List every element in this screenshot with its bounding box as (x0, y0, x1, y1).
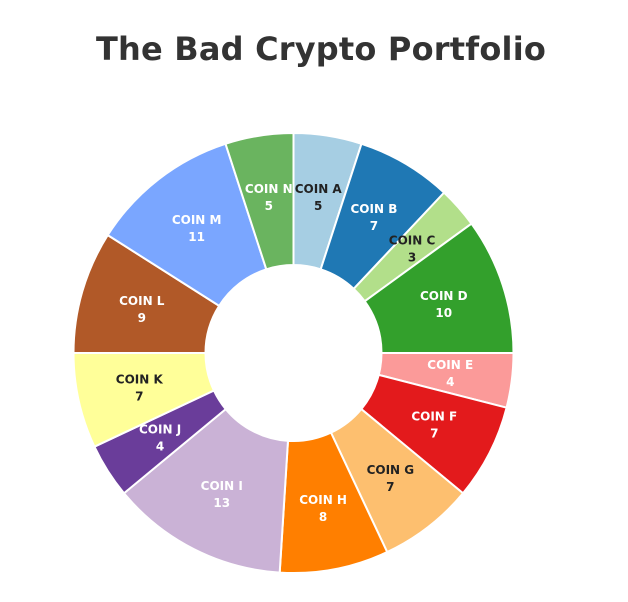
slice-label-coin-c: COIN C 3 (389, 234, 436, 265)
slice-name-coin-k: COIN K (116, 372, 164, 386)
slice-name-coin-j: COIN J (139, 423, 181, 437)
slice-name-coin-m: COIN M (172, 213, 222, 227)
slice-coin-n[interactable] (224, 131, 295, 271)
slice-name-coin-d: COIN D (420, 289, 468, 303)
slice-value-coin-m: 11 (188, 230, 205, 244)
slice-label-coin-f: COIN F 7 (411, 410, 457, 441)
chart-title: The Bad Crypto Portfolio (96, 30, 547, 68)
slices-layer (72, 131, 515, 574)
slice-label-coin-k: COIN K 7 (116, 372, 164, 403)
slice-value-coin-k: 7 (135, 389, 143, 403)
slice-label-coin-a: COIN A 5 (295, 182, 343, 213)
slice-value-coin-a: 5 (314, 199, 322, 213)
slice-label-coin-e: COIN E 4 (427, 358, 473, 389)
slice-name-coin-e: COIN E (427, 358, 473, 372)
slice-value-coin-f: 7 (430, 427, 438, 441)
slice-label-coin-b: COIN B 7 (351, 202, 398, 233)
slice-value-coin-l: 9 (138, 311, 146, 325)
slice-label-coin-h: COIN H 8 (299, 493, 347, 524)
slice-value-coin-e: 4 (446, 375, 454, 389)
slice-value-coin-g: 7 (386, 480, 394, 494)
slice-coin-i[interactable] (122, 407, 290, 574)
slice-value-coin-c: 3 (408, 251, 416, 265)
slice-value-coin-j: 4 (156, 440, 164, 454)
slice-label-coin-g: COIN G 7 (367, 463, 415, 494)
slice-name-coin-h: COIN H (299, 493, 347, 507)
slice-label-coin-i: COIN I 13 (201, 479, 243, 510)
slice-name-coin-n: COIN N (245, 182, 293, 196)
slice-name-coin-f: COIN F (411, 410, 457, 424)
slice-value-coin-i: 13 (213, 496, 230, 510)
slice-label-coin-d: COIN D 10 (420, 289, 468, 320)
slice-value-coin-h: 8 (319, 510, 327, 524)
slice-label-coin-j: COIN J 4 (139, 423, 181, 454)
slice-value-coin-d: 10 (435, 306, 452, 320)
slice-name-coin-l: COIN L (119, 294, 165, 308)
slice-label-coin-l: COIN L 9 (119, 294, 165, 325)
slice-name-coin-c: COIN C (389, 234, 436, 248)
slice-name-coin-g: COIN G (367, 463, 415, 477)
slice-name-coin-b: COIN B (351, 202, 398, 216)
slice-value-coin-n: 5 (265, 199, 273, 213)
slice-label-coin-n: COIN N 5 (245, 182, 293, 213)
slice-label-coin-m: COIN M 11 (172, 213, 222, 244)
slice-name-coin-a: COIN A (295, 182, 343, 196)
slice-coin-m[interactable] (106, 142, 268, 308)
slice-value-coin-b: 7 (370, 219, 378, 233)
slice-name-coin-i: COIN I (201, 479, 243, 493)
